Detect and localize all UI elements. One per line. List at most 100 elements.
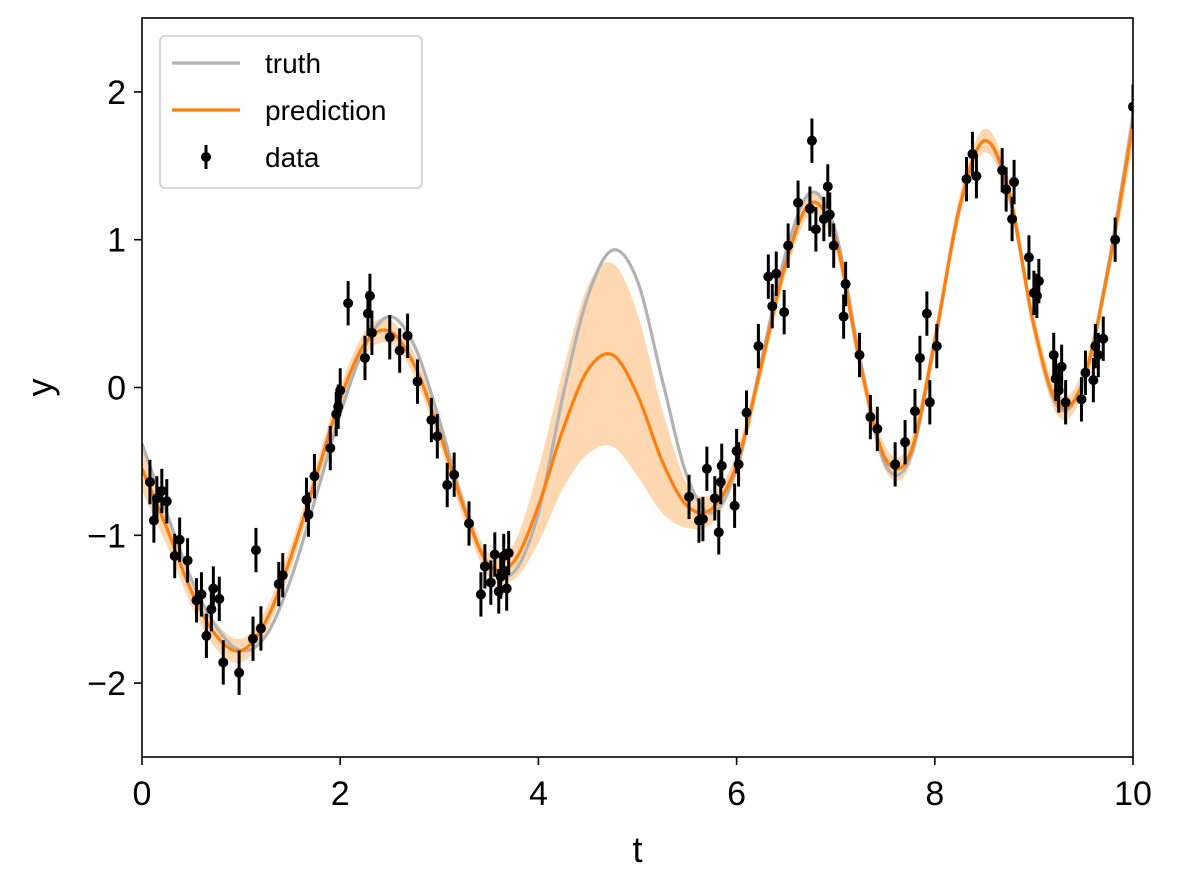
data-marker	[174, 534, 185, 545]
data-marker	[475, 589, 486, 600]
legend: truth prediction data	[159, 35, 423, 189]
data-marker	[810, 224, 821, 235]
data-point	[303, 492, 314, 537]
data-point	[335, 368, 346, 413]
data-marker	[309, 471, 320, 482]
data-marker	[1060, 397, 1071, 408]
y-tick-label: −1	[87, 517, 126, 555]
data-marker	[449, 469, 460, 480]
data-marker	[1023, 252, 1034, 263]
x-axis: 0 2 4 6 8 10	[133, 757, 1152, 813]
data-marker	[343, 298, 354, 309]
data-marker	[156, 485, 167, 496]
data-point	[277, 553, 288, 598]
data-marker	[485, 577, 496, 588]
data-marker	[1001, 184, 1012, 195]
data-point	[733, 442, 744, 487]
data-point	[914, 335, 925, 381]
data-marker	[763, 271, 774, 282]
data-marker	[1128, 101, 1133, 112]
data-point	[854, 332, 865, 378]
data-marker	[384, 332, 395, 343]
data-point	[767, 284, 778, 329]
data-marker	[822, 181, 833, 192]
data-marker	[924, 397, 935, 408]
data-point	[384, 315, 395, 360]
data-marker	[854, 349, 865, 360]
data-marker	[729, 500, 740, 511]
y-axis-label: y	[19, 379, 60, 397]
legend-label-prediction: prediction	[265, 95, 386, 126]
data-marker	[1009, 177, 1020, 188]
data-marker	[301, 494, 312, 505]
data-marker	[208, 583, 219, 594]
data-point	[501, 566, 512, 611]
data-point	[343, 281, 354, 326]
data-point	[971, 153, 982, 199]
data-point	[1076, 377, 1087, 422]
data-point	[701, 446, 712, 491]
y-tick-label: −2	[87, 665, 126, 703]
data-point	[1009, 159, 1020, 205]
data-marker	[359, 352, 370, 363]
data-point	[1098, 316, 1109, 361]
data-marker	[779, 307, 790, 318]
y-tick-label: 0	[107, 370, 126, 408]
data-point	[961, 156, 972, 202]
data-marker	[1093, 349, 1104, 360]
data-point	[931, 323, 942, 369]
data-marker	[753, 341, 764, 352]
data-marker	[325, 443, 336, 454]
data-point	[144, 459, 155, 505]
data-marker	[1048, 349, 1059, 360]
data-point	[872, 406, 883, 452]
data-point	[1080, 350, 1091, 395]
data-marker	[731, 446, 742, 457]
data-point	[753, 323, 764, 369]
x-tick-label: 4	[529, 775, 548, 813]
data-marker	[201, 630, 212, 641]
data-point	[924, 380, 935, 425]
data-marker	[503, 548, 514, 559]
data-point	[174, 517, 185, 562]
x-axis-label: t	[632, 829, 642, 870]
data-marker	[767, 301, 778, 312]
legend-entry-data: data	[201, 142, 320, 173]
data-point	[218, 640, 229, 685]
data-marker	[709, 493, 720, 504]
data-point	[214, 576, 225, 622]
data-marker	[824, 209, 835, 220]
data-point	[1093, 332, 1104, 378]
data-point	[793, 180, 804, 225]
data-marker	[697, 514, 708, 525]
data-point	[909, 388, 920, 434]
data-point	[716, 443, 727, 489]
data-marker	[931, 341, 942, 352]
x-tick-label: 8	[925, 775, 944, 813]
x-tick-label: 0	[133, 775, 152, 813]
data-point	[771, 251, 782, 296]
data-point	[255, 606, 266, 651]
data-marker	[250, 545, 261, 556]
data-marker	[701, 463, 712, 474]
data-marker	[366, 327, 377, 338]
data-point	[810, 207, 821, 252]
data-point	[156, 468, 167, 514]
data-point	[1110, 217, 1121, 262]
y-axis: −2 −1 0 1 2	[87, 74, 142, 703]
x-tick-label: 2	[331, 775, 350, 813]
data-marker	[890, 459, 901, 470]
data-point	[489, 532, 500, 577]
data-marker	[771, 268, 782, 279]
data-point	[479, 544, 490, 589]
data-marker	[394, 345, 405, 356]
data-marker	[218, 657, 229, 668]
x-tick-label: 6	[727, 775, 746, 813]
data-marker	[442, 480, 453, 491]
data-marker	[909, 406, 920, 417]
data-point	[394, 328, 405, 373]
data-point	[783, 223, 794, 268]
data-point	[1001, 167, 1012, 212]
